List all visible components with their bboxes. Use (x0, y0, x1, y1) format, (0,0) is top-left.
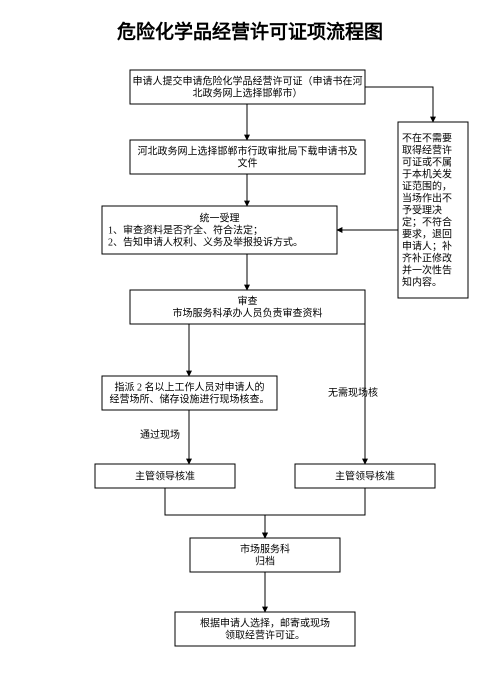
flow-node-text: 主管领导核准 (335, 470, 395, 483)
flow-node-text: 取得经营许 (402, 144, 452, 157)
flow-node-text: 予受理决 (402, 205, 442, 217)
flow-node-text: 指派 2 名以上工作人员对申请人的 (115, 381, 265, 394)
flow-node-text: 统一受理 (200, 212, 240, 225)
flow-node-text: 定；不符合 (402, 216, 452, 229)
flow-node-text: 根据申请人选择，邮寄或现场 (200, 617, 330, 630)
flow-node-n6: 主管领导核准 (95, 464, 235, 488)
flow-edge-e6 (165, 488, 265, 538)
flow-node-text: 不在不需要 (402, 133, 452, 145)
flow-node-text: 要求，退回 (402, 229, 452, 241)
flow-node-text: 并一次性告 (402, 264, 452, 277)
flow-node-n5: 指派 2 名以上工作人员对申请人的经营场所、储存设施进行现场核查。 (102, 376, 277, 410)
flow-node-text: 2、告知申请人权利、义务及举报投诉方式。 (108, 236, 303, 249)
page-title: 危险化学品经营许可证项流程图 (117, 20, 383, 43)
flow-node-text: 1、审查资料是否齐全、符合法定； (108, 224, 263, 237)
flow-node-text: 领取经营许可证。 (225, 629, 305, 642)
flow-node-text: 市场服务科 (240, 543, 290, 556)
flow-node-text: 申请人；补 (402, 240, 452, 253)
flow-node-n3: 统一受理1、审查资料是否齐全、符合法定；2、告知申请人权利、义务及举报投诉方式。 (102, 206, 337, 254)
flow-node-text: 主管领导核准 (135, 470, 195, 483)
flow-edge-label: 通过现场 (140, 428, 180, 441)
flow-node-n8: 市场服务科归档 (190, 538, 340, 572)
flow-node-n4: 审查市场服务科承办人员负责审查资料 (130, 290, 365, 324)
flow-node-text: 归档 (255, 555, 275, 568)
flow-edge-e8 (265, 488, 365, 538)
flow-node-text: 河北政务网上选择邯郸市行政审批局下载申请书及 (138, 145, 358, 158)
flow-node-text: 文件 (238, 157, 258, 170)
flow-node-text: 可证或不属 (402, 157, 452, 169)
flow-edge-label: 无需现场核 (328, 386, 378, 399)
flow-node-text: 证范围的， (402, 180, 452, 193)
flow-node-text: 于本机关发 (402, 168, 452, 181)
flow-edge-eR1 (365, 87, 433, 122)
flow-node-n2: 河北政务网上选择邯郸市行政审批局下载申请书及文件 (130, 140, 365, 174)
flow-node-text: 审查 (238, 295, 258, 308)
flow-node-text: 申请人提交申请危险化学品经营许可证（申请书在河 (133, 75, 363, 88)
flow-node-n1: 申请人提交申请危险化学品经营许可证（申请书在河北政务网上选择邯郸市） (130, 70, 365, 104)
flow-node-text: 北政务网上选择邯郸市） (193, 87, 303, 100)
flow-node-text: 市场服务科承办人员负责审查资料 (173, 307, 323, 320)
flow-node-n9: 根据申请人选择，邮寄或现场领取经营许可证。 (175, 612, 355, 646)
flow-node-text: 知内容。 (402, 276, 442, 289)
flow-node-n7: 主管领导核准 (295, 464, 435, 488)
flow-node-text: 经营场所、储存设施进行现场核查。 (110, 393, 270, 406)
flow-node-text: 齐补正修改 (402, 252, 452, 265)
flow-node-text: 当场作出不 (402, 192, 452, 205)
flow-node-nR: 不在不需要取得经营许可证或不属于本机关发证范围的，当场作出不予受理决定；不符合要… (398, 122, 468, 298)
